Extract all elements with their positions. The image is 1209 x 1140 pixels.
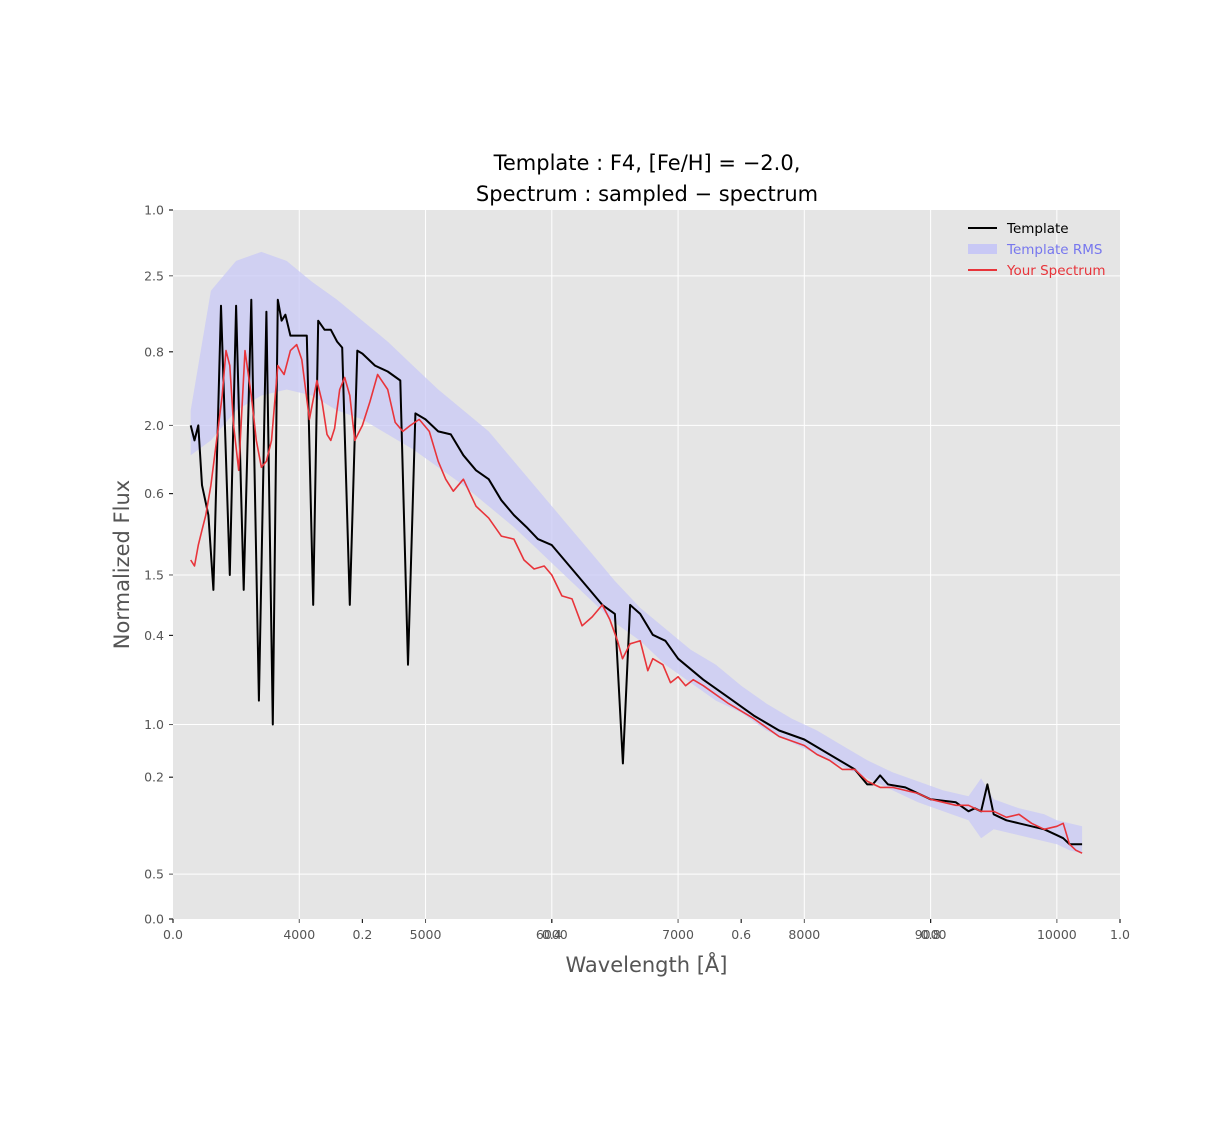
chart-title: Template : F4, [Fe/H] = −2.0, Spectrum :… — [476, 151, 818, 206]
legend-label-your-spectrum: Your Spectrum — [1006, 263, 1106, 279]
legend-label-template: Template — [1006, 221, 1069, 237]
overlay-x-tick-label: 0.4 — [542, 927, 562, 942]
overlay-x-tick-label: 0.6 — [731, 927, 751, 942]
x-tick-label: 10000 — [1037, 927, 1077, 942]
x-tick-label: 8000 — [788, 927, 820, 942]
axis-ticks: 4000 5000 6000 7000 8000 9000 10000 0.5 1.0 1.5 2.… — [144, 203, 1130, 943]
overlay-y-tick-label: 1.0 — [144, 203, 164, 218]
legend-swatch-template-rms — [968, 244, 997, 254]
template-rms-band — [190, 251, 1083, 854]
x-tick-label: 6000 — [536, 927, 568, 942]
overlay-x-tick-label: 1.0 — [1110, 927, 1130, 942]
overlay-y-tick-label: 0.0 — [144, 912, 164, 927]
y-axis-label: Normalized Flux — [110, 480, 134, 649]
overlay-x-tick-label: 0.2 — [352, 927, 372, 942]
spectrum-line-layer — [190, 343, 1083, 854]
overlay-y-tick-label: 0.8 — [144, 344, 164, 359]
x-tick-label: 5000 — [410, 927, 442, 942]
series-your-spectrum — [190, 343, 1083, 854]
overlay-x-tick-label: 0.8 — [921, 927, 941, 942]
overlay-x-tick-label: 0.0 — [163, 927, 183, 942]
chart-title-line-1: Template : F4, [Fe/H] = −2.0, — [493, 151, 801, 175]
x-axis-label: Wavelength [Å] — [565, 951, 727, 977]
y-tick-label: 1.5 — [144, 567, 164, 582]
y-tick-label: 2.0 — [144, 418, 164, 433]
x-tick-label: 9000 — [915, 927, 947, 942]
legend-label-template-rms: Template RMS — [1006, 242, 1103, 258]
x-tick-label: 4000 — [283, 927, 315, 942]
chart-title-line-2: Spectrum : sampled − spectrum — [476, 182, 818, 206]
template-line-layer — [189, 298, 1083, 846]
grid-lines — [173, 210, 1120, 919]
series-template — [189, 298, 1083, 846]
series-template-rms — [190, 251, 1083, 854]
y-tick-label: 0.5 — [144, 867, 164, 882]
x-tick-label: 7000 — [662, 927, 694, 942]
overlay-y-tick-label: 0.4 — [144, 628, 164, 643]
overlay-y-tick-label: 0.6 — [144, 486, 164, 501]
y-tick-label: 1.0 — [144, 717, 164, 732]
legend: Template Template RMS Your Spectrum — [968, 221, 1106, 279]
overlay-y-tick-label: 0.2 — [144, 770, 164, 785]
y-tick-label: 2.5 — [144, 268, 164, 283]
